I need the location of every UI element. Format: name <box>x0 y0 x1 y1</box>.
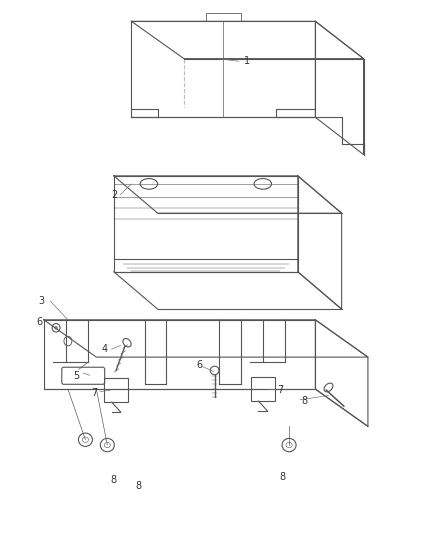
Text: 5: 5 <box>74 371 80 381</box>
Text: 6: 6 <box>36 318 42 327</box>
Text: 8: 8 <box>301 396 307 406</box>
Text: 8: 8 <box>111 475 117 484</box>
Ellipse shape <box>54 326 58 329</box>
Text: 7: 7 <box>277 385 283 395</box>
Text: 2: 2 <box>111 190 117 199</box>
Text: 8: 8 <box>135 481 141 491</box>
Text: 6: 6 <box>196 360 202 369</box>
Text: 7: 7 <box>91 389 97 398</box>
Text: 3: 3 <box>39 296 45 306</box>
Text: 8: 8 <box>279 472 286 482</box>
Text: 4: 4 <box>102 344 108 354</box>
Text: 1: 1 <box>244 56 251 66</box>
